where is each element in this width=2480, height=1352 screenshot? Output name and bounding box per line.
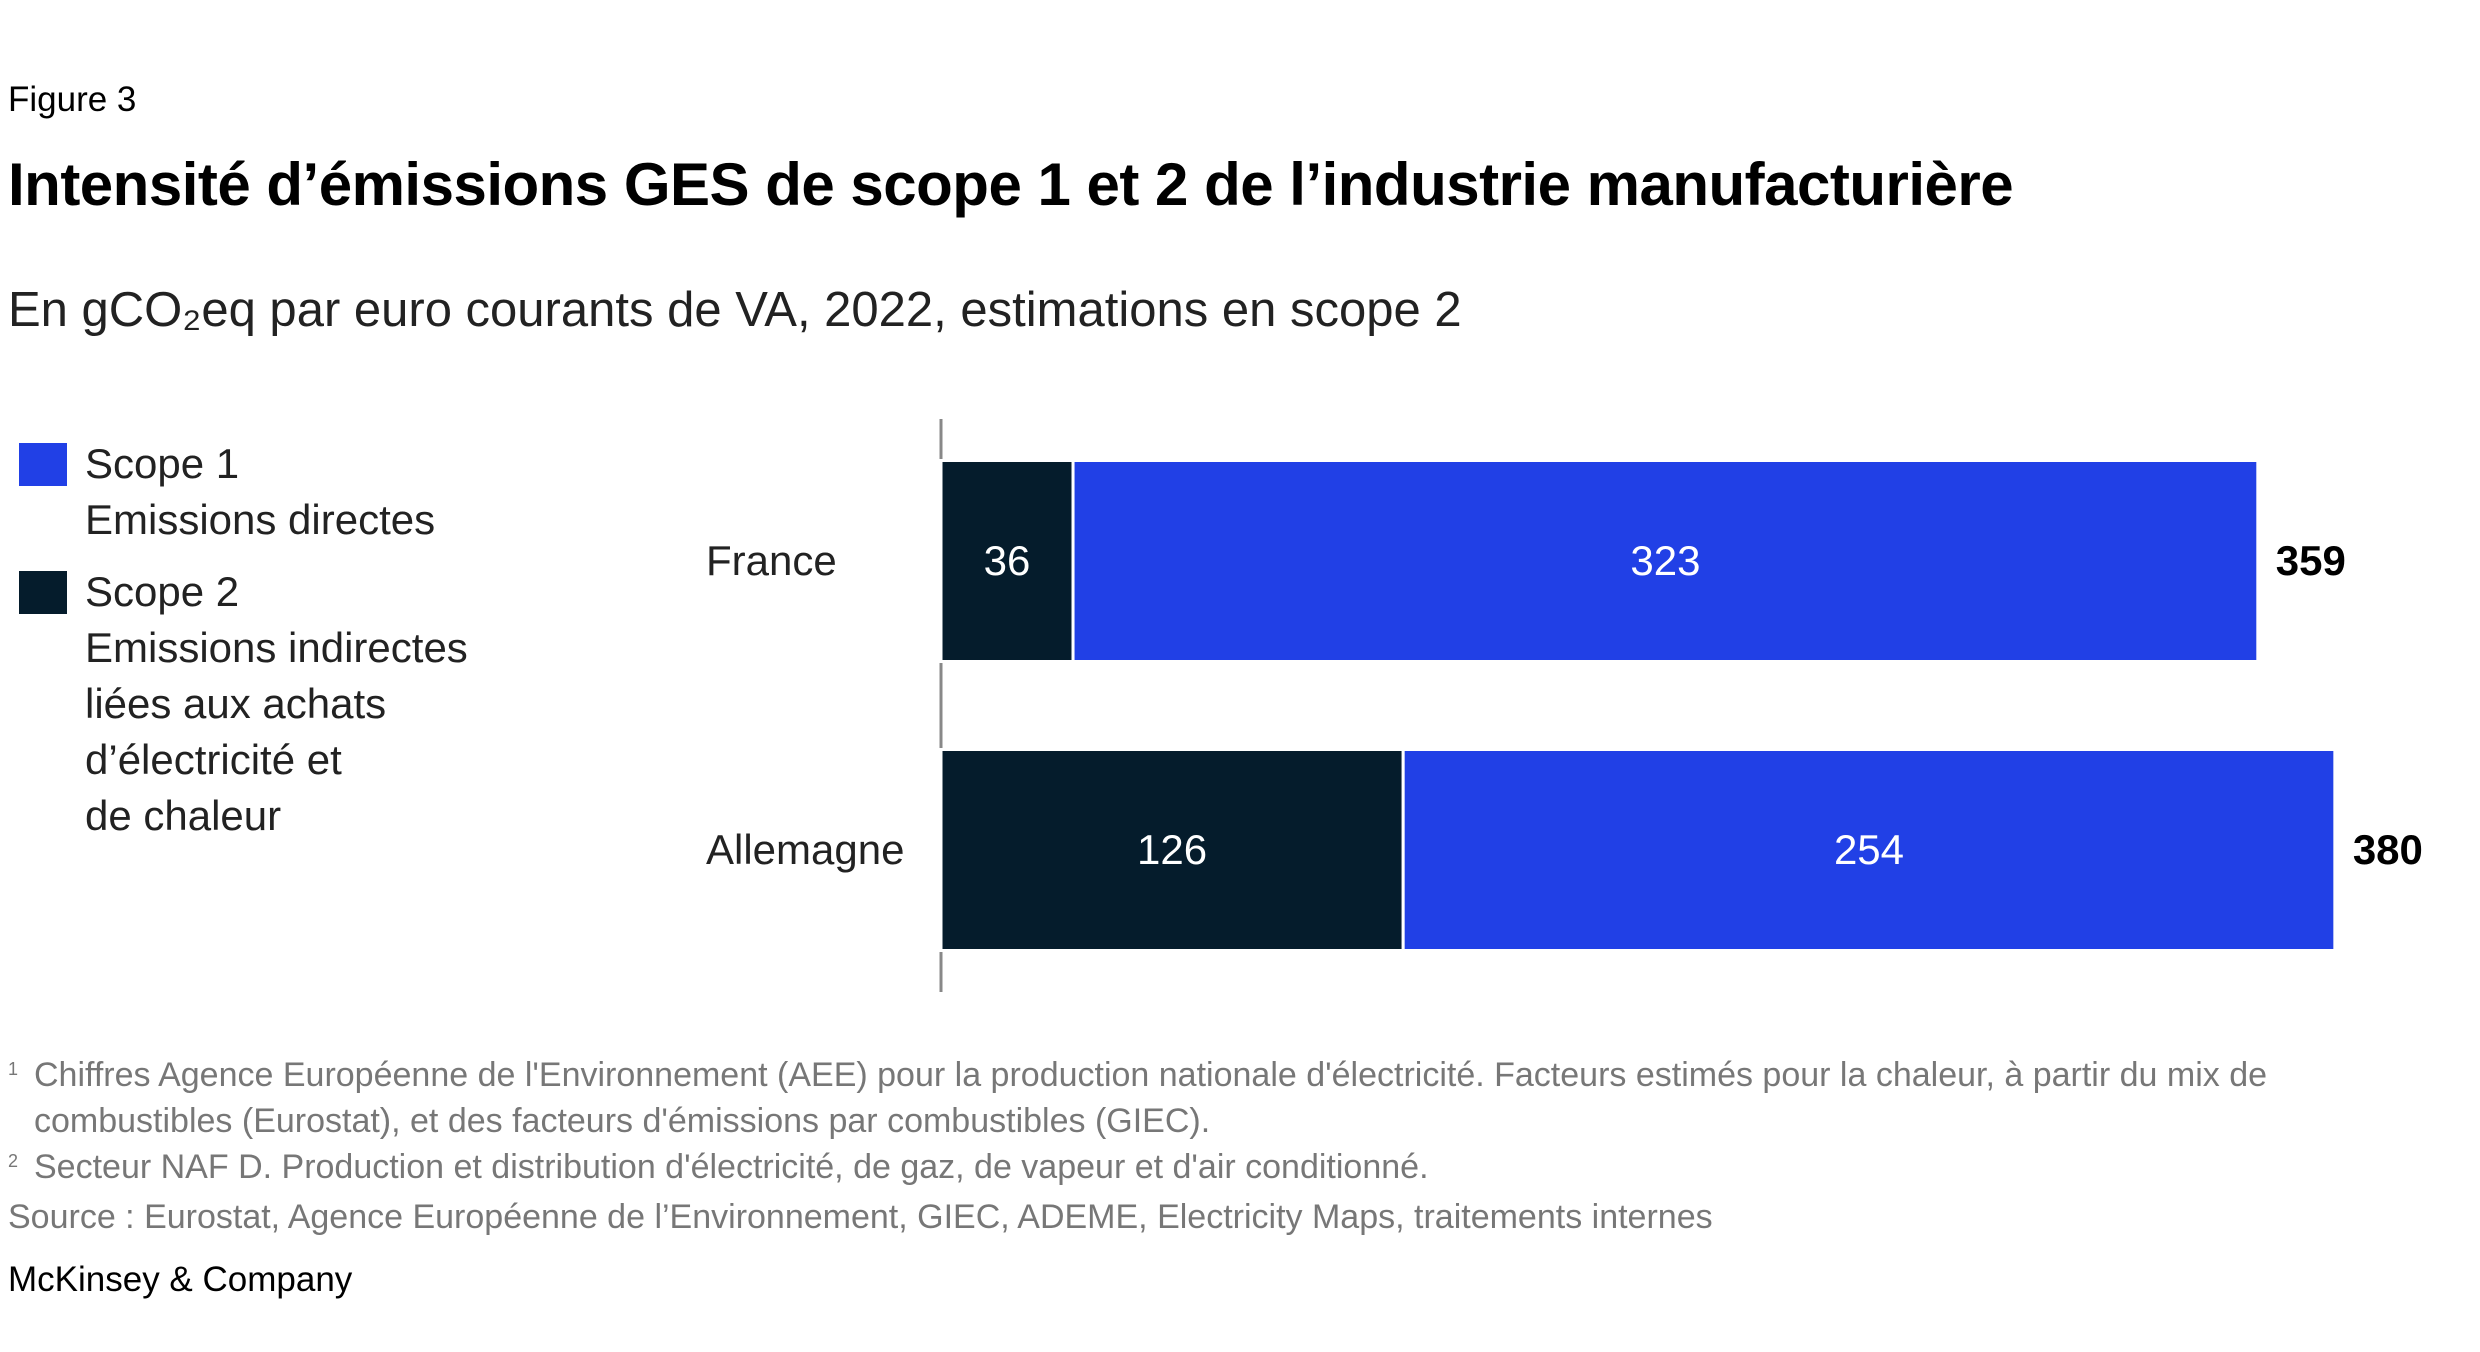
figure-label: Figure 3 [8, 80, 137, 119]
bar-segment [1071, 459, 2260, 663]
footnote-mark: 1 [8, 1059, 19, 1079]
footnote: 1 Chiffres Agence Européenne de l'Environ… [8, 1052, 2448, 1144]
legend-swatch [19, 443, 67, 486]
value-label: 126 [1137, 826, 1207, 873]
legend-label: Scope 2 [85, 568, 239, 615]
legend-label: Scope 1 [85, 440, 239, 487]
footnote-text: Chiffres Agence Européenne de l'Environn… [34, 1056, 2268, 1140]
footnote-text: Secteur NAF D. Production et distributio… [34, 1148, 1429, 1186]
value-label: 323 [1630, 537, 1700, 584]
bar-segment [939, 748, 1405, 952]
legend-description: liées aux achats [85, 680, 386, 727]
value-label: 254 [1834, 826, 1904, 873]
category-label: France [706, 537, 837, 584]
category-label: Allemagne [706, 826, 904, 873]
legend-description: Emissions indirectes [85, 624, 468, 671]
source: Source : Eurostat, Agence Européenne de … [8, 1198, 1713, 1236]
footnote: 2 Secteur NAF D. Production et distributi… [8, 1144, 2448, 1190]
legend-description: de chaleur [85, 792, 281, 839]
footnote-mark: 2 [8, 1151, 19, 1171]
bar-segment [939, 459, 1075, 663]
legend-description: d’électricité et [85, 736, 342, 783]
chart-title: Intensité d’émissions GES de scope 1 et … [8, 151, 2014, 218]
bar-segment [1401, 748, 2337, 952]
notes: 1 Chiffres Agence Européenne de l'Environ… [8, 1052, 2448, 1240]
chart-subtitle: En gCO₂eq par euro courants de VA, 2022,… [8, 283, 1462, 337]
total-label: 380 [2353, 826, 2423, 873]
total-label: 359 [2276, 537, 2346, 584]
value-label: 36 [984, 537, 1031, 584]
brand: McKinsey & Company [8, 1260, 353, 1299]
legend-description: Emissions directes [85, 496, 435, 543]
legend-swatch [19, 571, 67, 614]
